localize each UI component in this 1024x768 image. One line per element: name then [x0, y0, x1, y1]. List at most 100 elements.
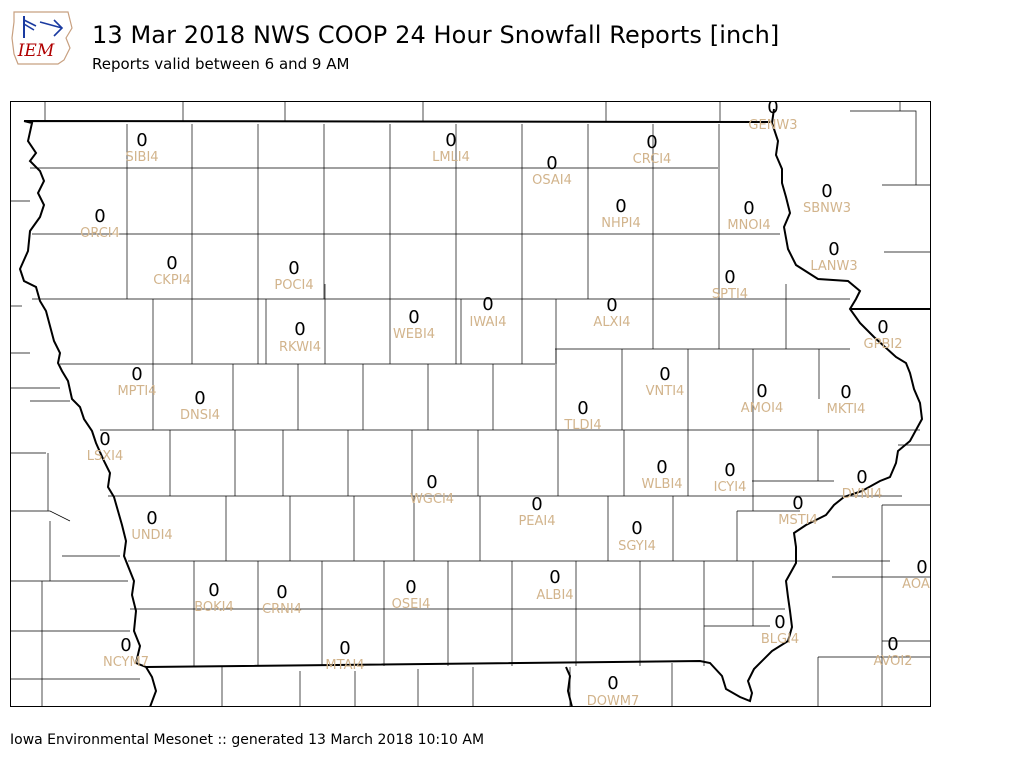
station: 0 WEBI4 — [393, 307, 435, 342]
station-id: LANW3 — [810, 259, 857, 274]
logo-text: IEM — [17, 41, 55, 61]
station-value: 0 — [606, 295, 617, 316]
station-value: 0 — [208, 580, 219, 601]
station-value: 0 — [821, 181, 832, 202]
station: 0 MKTI4 — [827, 382, 866, 417]
station: 0 UNDI4 — [131, 508, 172, 543]
station: 0 ICYI4 — [714, 460, 747, 495]
station: 0 GENW3 — [748, 101, 797, 133]
station: 0 TLDI4 — [563, 398, 601, 433]
station: 0 LSXI4 — [87, 429, 124, 464]
station-id: SPTI4 — [712, 287, 748, 302]
station: 0 GPBI2 — [864, 317, 903, 352]
station-id: GENW3 — [748, 118, 797, 133]
station-value: 0 — [724, 460, 735, 481]
county-lines — [30, 124, 920, 666]
station-value: 0 — [856, 467, 867, 488]
station: 0 IWAI4 — [470, 294, 507, 330]
station: 0 CKPI4 — [153, 253, 191, 288]
station-value: 0 — [426, 472, 437, 493]
station-id: WEBI4 — [393, 327, 435, 342]
station: 0 WLBI4 — [641, 457, 682, 492]
station-id: MPTI4 — [117, 384, 156, 399]
station-value: 0 — [99, 429, 110, 450]
station-value: 0 — [166, 253, 177, 274]
station: 0 SPTI4 — [712, 267, 748, 302]
station-id: MTAI4 — [325, 658, 364, 673]
station: 0 OSAI4 — [532, 153, 572, 188]
station-value: 0 — [792, 493, 803, 514]
footer-credit: Iowa Environmental Mesonet :: generated … — [10, 732, 485, 748]
station: 0 NCYM7 — [103, 635, 149, 670]
station: 0 OSEI4 — [392, 577, 431, 612]
station-id: RKWI4 — [279, 340, 321, 355]
map-subtitle: Reports valid between 6 and 9 AM — [92, 55, 350, 73]
station-value: 0 — [607, 673, 618, 694]
station: 0 DNSI4 — [180, 388, 220, 423]
station-value: 0 — [194, 388, 205, 409]
station-id: IWAI4 — [470, 315, 507, 330]
station-id: TLDI4 — [563, 418, 601, 433]
station-value: 0 — [828, 239, 839, 260]
station-value: 0 — [840, 382, 851, 403]
station-value: 0 — [294, 319, 305, 340]
map-title: 13 Mar 2018 NWS COOP 24 Hour Snowfall Re… — [92, 21, 780, 49]
station-value: 0 — [131, 364, 142, 385]
station-value: 0 — [659, 364, 670, 385]
station-value: 0 — [408, 307, 419, 328]
station-id: BOKI4 — [194, 600, 234, 615]
station-id: CRNI4 — [262, 602, 302, 617]
station-id: CKPI4 — [153, 273, 191, 288]
station: 0 AMOI4 — [741, 381, 783, 416]
station: 0 ALXI4 — [593, 295, 630, 330]
station-id: LSXI4 — [87, 449, 124, 464]
station-value: 0 — [631, 518, 642, 539]
station-value: 0 — [646, 132, 657, 153]
station-id: SBNW3 — [803, 201, 851, 216]
iem-logo: IEM — [11, 11, 73, 65]
station-value: 0 — [724, 267, 735, 288]
station-id: CRCI4 — [633, 152, 672, 167]
station-value: 0 — [146, 508, 157, 529]
station: 0 AOAI2 — [902, 557, 931, 592]
station: 0 CRNI4 — [262, 582, 302, 617]
neighbor-county-lines — [10, 101, 930, 707]
station-id: DOWM7 — [587, 694, 640, 707]
station-id: AVOI2 — [873, 654, 912, 669]
station-value: 0 — [94, 206, 105, 227]
station-id: MSTI4 — [778, 513, 818, 528]
station-layer: 0 GENW3 0 SIBI4 0 LMLI4 0 CRCI4 0 OSAI4 … — [80, 101, 931, 707]
station-id: UNDI4 — [131, 528, 172, 543]
station-id: GPBI2 — [864, 337, 903, 352]
station-value: 0 — [276, 582, 287, 603]
station-value: 0 — [482, 294, 493, 315]
station-id: ALBI4 — [536, 588, 573, 603]
station: 0 VNTI4 — [646, 364, 685, 399]
station: 0 NHPI4 — [601, 196, 640, 231]
station-id: MNOI4 — [727, 218, 770, 233]
station-id: ORCI4 — [80, 226, 120, 241]
station-id: AOAI2 — [902, 577, 931, 592]
station-value: 0 — [577, 398, 588, 419]
station-id: VNTI4 — [646, 384, 685, 399]
station-id: WLBI4 — [641, 477, 682, 492]
station: 0 ORCI4 — [80, 206, 120, 241]
station-value: 0 — [743, 198, 754, 219]
station-id: DVNI4 — [842, 487, 883, 502]
station-id: OSEI4 — [392, 597, 431, 612]
station-id: MKTI4 — [827, 402, 866, 417]
station: 0 DVNI4 — [842, 467, 883, 502]
station-value: 0 — [887, 634, 898, 655]
station-value: 0 — [339, 638, 350, 659]
station-value: 0 — [445, 130, 456, 151]
station: 0 MNOI4 — [727, 198, 770, 233]
station: 0 MTAI4 — [325, 638, 364, 673]
station-id: OSAI4 — [532, 173, 572, 188]
station-value: 0 — [288, 258, 299, 279]
station-id: AMOI4 — [741, 401, 783, 416]
station-id: NCYM7 — [103, 655, 149, 670]
station-value: 0 — [916, 557, 927, 578]
station-value: 0 — [656, 457, 667, 478]
station-id: WGCI4 — [410, 492, 454, 507]
station: 0 SBNW3 — [803, 181, 851, 216]
